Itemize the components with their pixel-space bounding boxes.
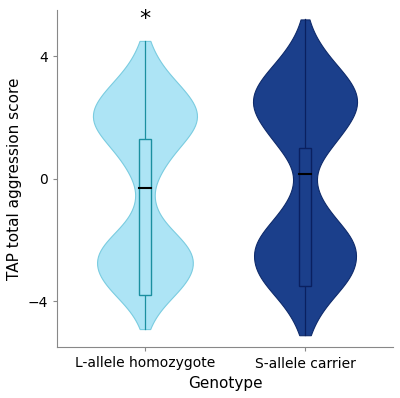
Bar: [299, 148, 312, 286]
Text: *: *: [139, 9, 150, 29]
Bar: [138, 139, 151, 295]
X-axis label: Genotype: Genotype: [188, 376, 262, 391]
Y-axis label: TAP total aggression score: TAP total aggression score: [7, 78, 22, 280]
